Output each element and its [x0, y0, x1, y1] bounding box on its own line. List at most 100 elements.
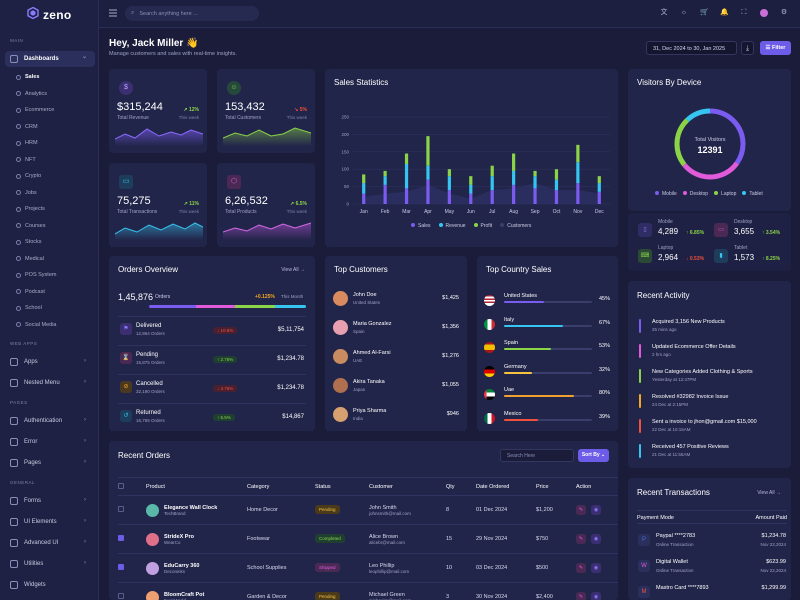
bar-revenue	[490, 176, 494, 191]
bar-sales	[512, 184, 516, 204]
edit-icon[interactable]: ✎	[576, 563, 586, 573]
country-progress	[504, 324, 592, 327]
view-icon[interactable]: ◉	[591, 563, 601, 573]
x-tick-label: Jul	[489, 209, 495, 215]
sidebar-subitem[interactable]: Ecommerce	[16, 107, 54, 113]
sidebar-item-error[interactable]: Error ›	[10, 436, 94, 448]
sidebar-subitem[interactable]: Podcast	[16, 289, 45, 295]
hamburger-icon[interactable]	[109, 9, 117, 17]
sidebar-subitem[interactable]: Social Media	[16, 322, 57, 328]
sidebar-item-ui-elements[interactable]: UI Elements ›	[10, 516, 94, 528]
view-all-link[interactable]: View All →	[281, 267, 305, 273]
transaction-row: P Paypal ****2783 Online Transaction $1,234…	[636, 530, 786, 555]
edit-icon[interactable]: ✎	[576, 592, 586, 600]
bar-profit	[362, 174, 366, 184]
sidebar-subitem[interactable]: NFT	[16, 157, 36, 163]
legend-profit: Profit	[474, 223, 493, 229]
country-row: Germany 32%	[484, 363, 610, 389]
card-title: Orders Overview	[118, 265, 179, 274]
country-progress	[504, 371, 592, 374]
product-thumbnail	[146, 590, 159, 600]
lock-icon	[10, 417, 18, 425]
sidebar-subitem[interactable]: CRM	[16, 124, 38, 130]
sidebar-item-widgets[interactable]: Widgets	[10, 579, 94, 591]
kpi-card-transactions: ▭ 75,275 Total Transactions ↗ 11% This w…	[109, 163, 207, 247]
translate-icon[interactable]: 文	[660, 9, 668, 16]
sidebar-item-dashboards[interactable]: Dashboards ⌄	[5, 51, 95, 67]
view-all-link[interactable]: View All →	[757, 490, 781, 496]
table-row: Elegance Wall Clock TechBrand Home Decor Pe…	[118, 495, 618, 525]
sidebar-subitem[interactable]: School	[16, 305, 42, 311]
sidebar-subitem[interactable]: Jobs	[16, 190, 37, 196]
sidebar-item-nested-menu[interactable]: Nested Menu ›	[10, 377, 94, 389]
customer-row: John Doe United States $1,425	[333, 288, 459, 314]
sidebar-subitem[interactable]: Sales	[16, 74, 39, 80]
apps-icon	[10, 358, 18, 366]
sidebar-subitem[interactable]: Projects	[16, 206, 45, 212]
fullscreen-icon[interactable]: ⛶	[741, 9, 747, 16]
download-icon[interactable]: ⤓	[741, 41, 754, 55]
desktop-icon: ▭	[714, 223, 728, 237]
search-input[interactable]: ⌕ Search anything here ...	[125, 6, 259, 21]
filter-button[interactable]: ☰ Filter	[760, 41, 791, 55]
flag-icon	[484, 295, 495, 306]
avatar[interactable]	[760, 9, 768, 17]
country-row: Mexico 39%	[484, 410, 610, 436]
bar-revenue	[426, 165, 430, 180]
bar-profit	[597, 176, 601, 184]
sidebar-item-utilities[interactable]: Utilities ›	[10, 558, 94, 570]
sidebar-subitem[interactable]: Medical	[16, 256, 44, 262]
date-range-picker[interactable]: 31, Dec 2024 to 30, Jan 2025	[646, 41, 737, 55]
row-checkbox[interactable]	[118, 593, 124, 599]
cart-icon[interactable]: 🛒	[700, 9, 709, 16]
payment-icon: M	[638, 586, 650, 598]
view-icon[interactable]: ◉	[591, 534, 601, 544]
bar-sales	[554, 190, 559, 204]
row-checkbox[interactable]	[118, 535, 124, 541]
select-all-checkbox[interactable]	[118, 482, 124, 489]
theme-toggle-icon[interactable]: ☼	[680, 9, 688, 16]
sort-by-button[interactable]: Sort By ⌄	[578, 449, 609, 462]
kpi-change: ↗ 6.5%	[290, 201, 307, 207]
view-icon[interactable]: ◉	[591, 505, 601, 515]
donut-total-label: Total Visitors	[694, 137, 726, 143]
ui-elements-icon	[10, 518, 18, 526]
sidebar-item-advanced-ui[interactable]: Advanced UI ›	[10, 537, 94, 549]
edit-icon[interactable]: ✎	[576, 534, 586, 544]
flag-icon	[484, 342, 495, 353]
bar-sales	[576, 183, 580, 204]
bar-profit	[404, 153, 409, 164]
settings-gear-icon[interactable]: ⚙	[780, 9, 788, 16]
dollar-icon: $	[119, 81, 133, 95]
view-icon[interactable]: ◉	[591, 592, 601, 600]
sidebar-subitem[interactable]: Crypto	[16, 173, 41, 179]
bar-sales	[533, 188, 537, 204]
sidebar-item-apps[interactable]: Apps ›	[10, 356, 94, 368]
sidebar-item-forms[interactable]: Forms ›	[10, 495, 94, 507]
notification-bell-icon[interactable]: 🔔	[720, 9, 729, 16]
search-icon: ⌕	[131, 10, 135, 16]
sidebar-subitem[interactable]: Analytics	[16, 91, 47, 97]
sidebar-subitem[interactable]: HRM	[16, 140, 38, 146]
avatar	[333, 291, 348, 306]
edit-icon[interactable]: ✎	[576, 505, 586, 515]
kpi-label: Total Transactions	[117, 209, 158, 215]
sidebar-subitem[interactable]: POS System	[16, 272, 56, 278]
customer-row: Ahmed Al-Farsi UAE $1,276	[333, 346, 459, 372]
card-title: Top Customers	[334, 265, 388, 274]
chevron-right-icon: ›	[84, 379, 86, 385]
row-checkbox[interactable]	[118, 564, 124, 570]
page-subtitle: Manage customers and sales with real-tim…	[109, 51, 237, 57]
sidebar-subitem[interactable]: Stocks	[16, 239, 42, 245]
sidebar-item-pages[interactable]: Pages ›	[10, 457, 94, 469]
card-title: Top Country Sales	[486, 265, 552, 274]
orders-search-input[interactable]: Search Here	[500, 449, 574, 462]
users-icon: ☺	[227, 81, 241, 95]
sidebar-subitem[interactable]: Courses	[16, 223, 45, 229]
kpi-card-products: ⬡ 6,26,532 Total Products ↗ 6.5% This we…	[217, 163, 315, 247]
flag-icon	[484, 389, 495, 400]
flag-icon	[484, 318, 495, 330]
kpi-sparkline	[115, 128, 203, 146]
sidebar-item-authentication[interactable]: Authentication ›	[10, 415, 94, 427]
row-checkbox[interactable]	[118, 506, 124, 512]
